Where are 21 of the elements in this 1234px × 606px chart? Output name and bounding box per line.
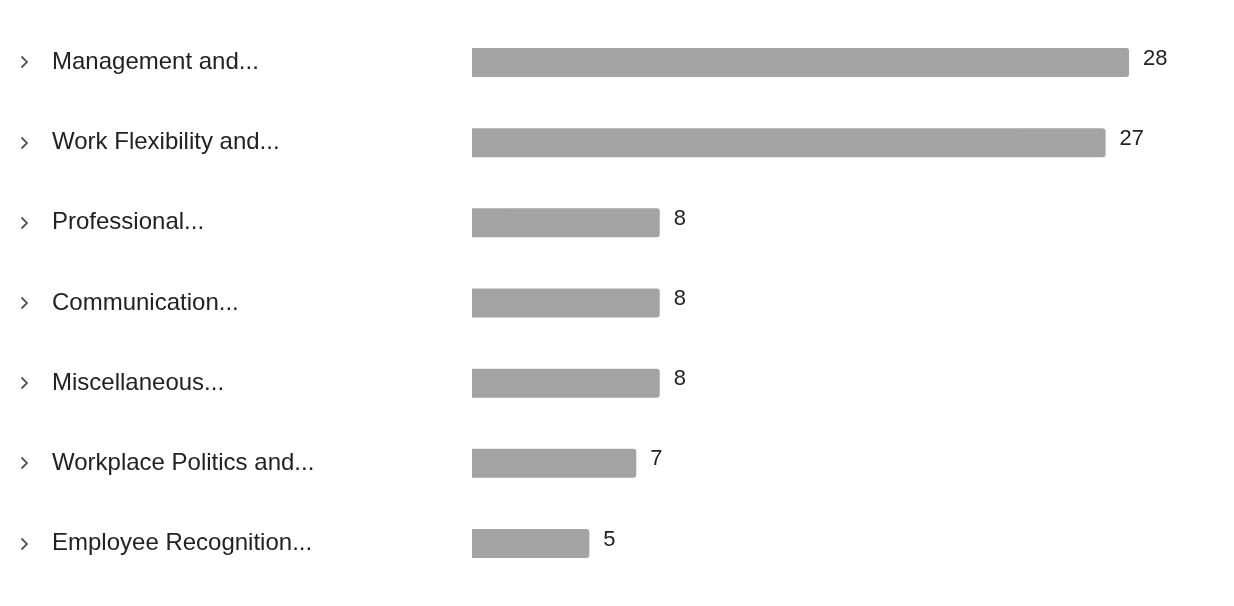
bar bbox=[472, 529, 590, 558]
bar bbox=[472, 48, 1130, 77]
data-label: 7 bbox=[650, 445, 663, 471]
data-label: 8 bbox=[673, 365, 686, 391]
data-label: 27 bbox=[1119, 124, 1145, 150]
y-tick-label: Management and... bbox=[52, 47, 259, 75]
bar bbox=[472, 368, 660, 398]
bar bbox=[472, 208, 660, 238]
y-tick-label: Miscellaneous... bbox=[52, 367, 225, 395]
y-tick-label: Communication... bbox=[52, 287, 239, 315]
y-tick-label: Employee Recognition... bbox=[52, 528, 313, 556]
data-label: 8 bbox=[673, 204, 686, 230]
data-label: 8 bbox=[673, 285, 686, 311]
y-tick-label: Workplace Politics and... bbox=[52, 447, 315, 475]
y-tick-label: Work Flexibility and... bbox=[52, 127, 280, 155]
bar bbox=[472, 128, 1106, 158]
data-label: 28 bbox=[1143, 44, 1168, 70]
bar bbox=[472, 448, 637, 478]
data-label: 5 bbox=[603, 525, 616, 551]
y-tick-label: Professional... bbox=[52, 207, 205, 235]
bar bbox=[472, 288, 660, 318]
